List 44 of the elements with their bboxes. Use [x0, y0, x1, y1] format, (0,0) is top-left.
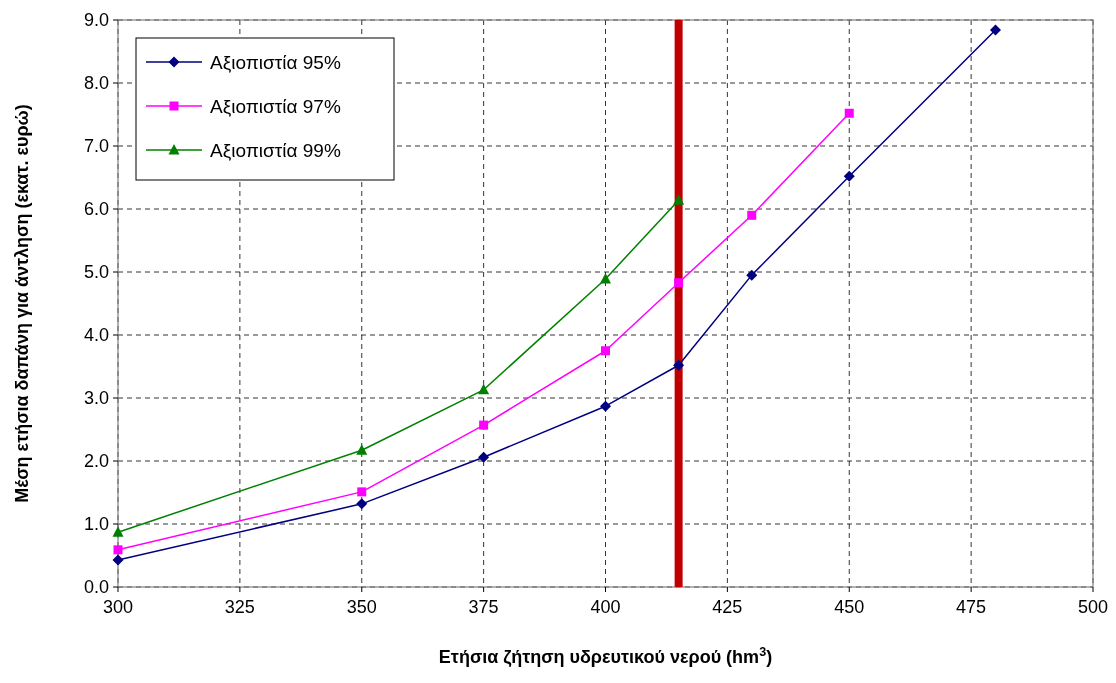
y-tick-label: 9.0 [83, 10, 109, 30]
y-tick-label: 6.0 [83, 199, 109, 219]
point [673, 194, 685, 205]
point [479, 420, 489, 430]
y-tick-label: 4.0 [83, 325, 109, 345]
point [113, 545, 123, 555]
legend-label: Αξιοπιστία 97% [210, 96, 341, 117]
y-tick-label: 3.0 [83, 388, 109, 408]
point [478, 451, 490, 463]
y-tick-label: 7.0 [83, 136, 109, 156]
point [844, 108, 854, 118]
y-tick-label: 5.0 [83, 262, 109, 282]
point [112, 526, 124, 537]
point [990, 24, 1001, 36]
y-tick-label: 8.0 [83, 73, 109, 93]
y-tick-label: 2.0 [83, 451, 109, 471]
legend-label: Αξιοπιστία 99% [210, 140, 341, 161]
point [478, 383, 490, 395]
x-tick-label: 325 [224, 597, 255, 617]
x-tick-label: 475 [956, 597, 987, 617]
point [356, 444, 368, 455]
point [674, 278, 684, 288]
point [357, 487, 367, 497]
point [600, 272, 611, 284]
point [601, 346, 610, 356]
x-tick-label: 500 [1077, 597, 1109, 617]
point [746, 269, 758, 281]
x-tick-label: 450 [834, 597, 865, 617]
x-axis-title: Ετήσια ζήτηση υδρευτικού νερού (hm$^{3}$) [438, 645, 773, 668]
y-axis-title: Μέση ετήσια δαπάνη για άντληση (εκατ. ευρώ) [12, 104, 32, 503]
point [112, 554, 124, 566]
point [843, 170, 855, 182]
x-tick-label: 375 [468, 597, 499, 617]
x-tick-label: 400 [590, 597, 621, 617]
point [356, 498, 368, 510]
point [747, 210, 757, 220]
y-tick-label: 0.0 [83, 577, 109, 597]
legend-label: Αξιοπιστία 95% [210, 52, 341, 73]
point [600, 400, 611, 412]
x-tick-label: 350 [346, 597, 377, 617]
x-tick-label: 300 [102, 597, 134, 617]
point [673, 359, 685, 371]
x-tick-label: 425 [712, 597, 743, 617]
y-tick-label: 1.0 [83, 514, 109, 534]
